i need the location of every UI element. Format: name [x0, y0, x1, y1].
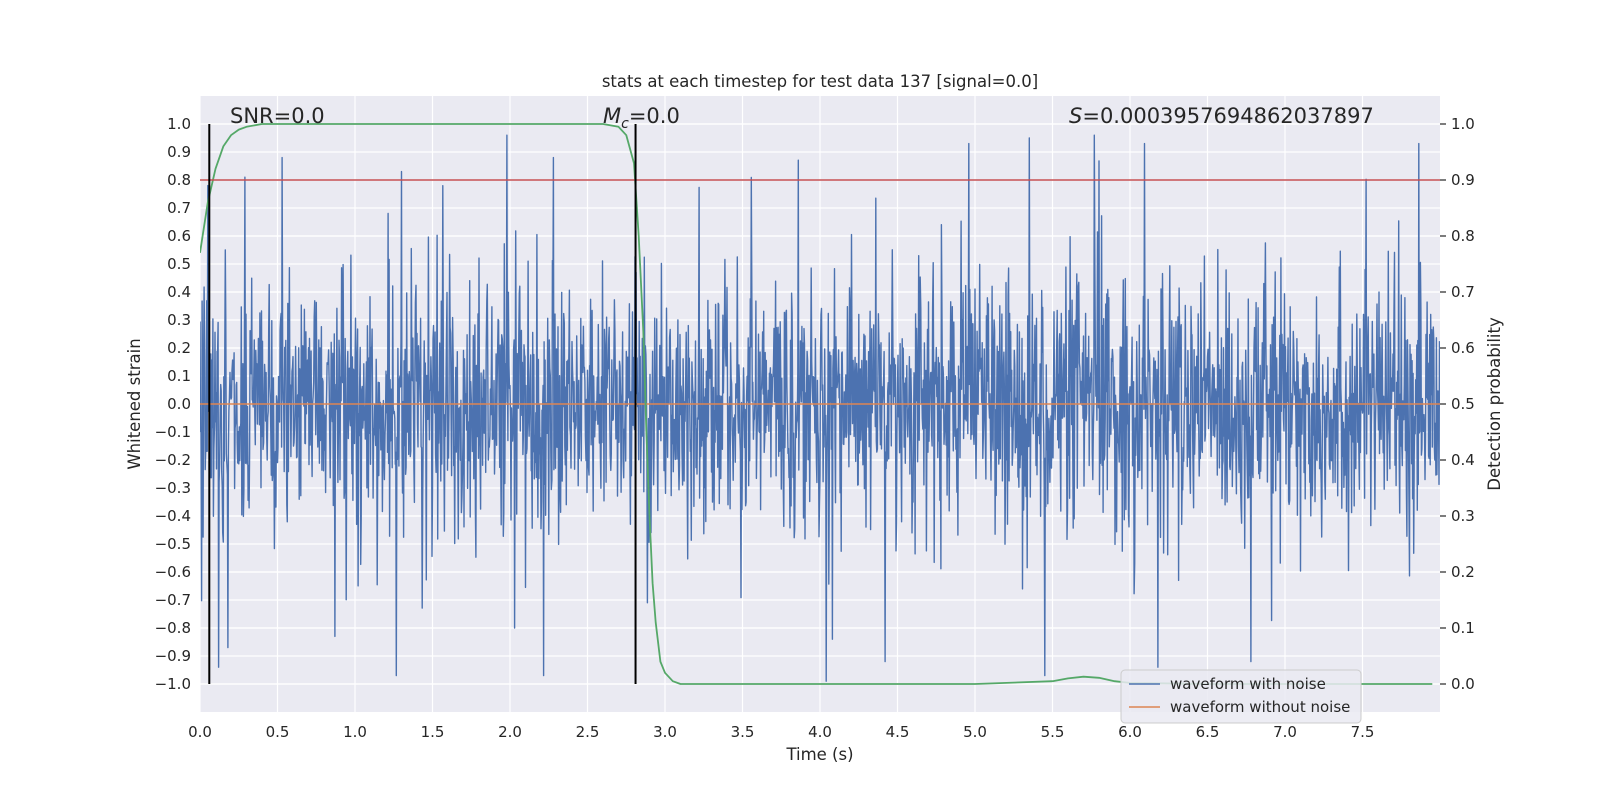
chirp-mass-symbol: M — [603, 104, 621, 128]
noise-trace — [200, 134, 1440, 682]
legend-label-clean: waveform without noise — [1170, 698, 1350, 716]
y-left-tick-label: 0.5 — [167, 255, 191, 273]
legend-box — [1120, 669, 1362, 724]
x-tick-label: 4.5 — [886, 723, 910, 741]
left-y-axis-ticks: 1.0 0.9 0.8 0.7 0.6 0.5 0.4 0.3 0.2 0.1 0.0 −0.1 −0.… — [155, 115, 191, 693]
y-left-tick-label: 0.6 — [167, 227, 191, 245]
y-right-tick-label: 0.2 — [1451, 563, 1475, 581]
chirp-mass-annotation: Mc=0.0 — [603, 104, 680, 132]
y-right-tick-label: 0.0 — [1451, 675, 1475, 693]
x-tick-label: 6.5 — [1196, 723, 1220, 741]
legend: waveform with noise waveform without noi… — [1120, 669, 1362, 724]
x-tick-label: 2.0 — [498, 723, 522, 741]
x-tick-label: 7.5 — [1351, 723, 1375, 741]
y-left-tick-label: −0.8 — [155, 619, 191, 637]
y-right-tick-label: 0.9 — [1451, 171, 1475, 189]
y-left-tick-label: −0.7 — [155, 591, 191, 609]
y-left-tick-label: 0.9 — [167, 143, 191, 161]
y-left-tick-label: −0.6 — [155, 563, 191, 581]
chirp-mass-subscript: c — [621, 116, 629, 132]
probability-trace — [200, 123, 1433, 685]
y-left-tick-label: 0.8 — [167, 171, 191, 189]
y-left-tick-label: 0.1 — [167, 367, 191, 385]
y-left-tick-label: 0.0 — [167, 395, 191, 413]
x-axis-label: Time (s) — [785, 745, 853, 764]
detection-probability-series — [200, 123, 1433, 685]
right-y-axis-ticks: 1.0 0.9 0.8 0.7 0.6 0.5 0.4 0.3 0.2 0.1 0.0 — [1440, 115, 1475, 693]
y-left-tick-label: 0.4 — [167, 283, 191, 301]
x-tick-label: 6.0 — [1118, 723, 1142, 741]
x-tick-label: 0.0 — [188, 723, 212, 741]
x-tick-label: 0.5 — [266, 723, 290, 741]
x-tick-label: 1.5 — [421, 723, 445, 741]
x-tick-label: 2.5 — [576, 723, 600, 741]
left-y-axis-label: Whitened strain — [125, 338, 144, 469]
y-left-tick-label: −0.3 — [155, 479, 191, 497]
s-symbol: S — [1069, 104, 1082, 128]
y-right-tick-label: 0.8 — [1451, 227, 1475, 245]
chirp-mass-value: =0.0 — [629, 104, 680, 128]
x-tick-label: 1.0 — [343, 723, 367, 741]
y-left-tick-label: −0.2 — [155, 451, 191, 469]
y-left-tick-label: −0.9 — [155, 647, 191, 665]
y-left-tick-label: 0.7 — [167, 199, 191, 217]
legend-label-noise: waveform with noise — [1170, 675, 1326, 693]
snr-annotation: SNR=0.0 — [230, 104, 325, 128]
chart-title: stats at each timestep for test data 137… — [602, 72, 1038, 91]
x-tick-label: 3.0 — [653, 723, 677, 741]
y-left-tick-label: 0.2 — [167, 339, 191, 357]
y-right-tick-label: 0.1 — [1451, 619, 1475, 637]
y-right-tick-label: 0.6 — [1451, 339, 1475, 357]
s-annotation: S=0.0003957694862037897 — [1069, 104, 1374, 128]
s-value: =0.0003957694862037897 — [1082, 104, 1374, 128]
y-left-tick-label: −0.5 — [155, 535, 191, 553]
y-left-tick-label: −0.4 — [155, 507, 191, 525]
y-right-tick-label: 1.0 — [1451, 115, 1475, 133]
x-tick-label: 4.0 — [808, 723, 832, 741]
y-right-tick-label: 0.3 — [1451, 507, 1475, 525]
y-left-tick-label: −1.0 — [155, 675, 191, 693]
waveform-with-noise-series — [200, 134, 1440, 682]
x-tick-label: 3.5 — [731, 723, 755, 741]
marker-lines — [208, 124, 637, 684]
x-tick-label: 5.0 — [963, 723, 987, 741]
y-left-tick-label: 1.0 — [167, 115, 191, 133]
x-tick-label: 5.5 — [1041, 723, 1065, 741]
x-axis-ticks: 0.0 0.5 1.0 1.5 2.0 2.5 3.0 3.5 4.0 4.5 5.0 5.5 6.0 6… — [188, 723, 1374, 741]
y-right-tick-label: 0.7 — [1451, 283, 1475, 301]
right-y-axis-label: Detection probability — [1485, 317, 1504, 491]
x-tick-label: 7.0 — [1273, 723, 1297, 741]
y-left-tick-label: 0.3 — [167, 311, 191, 329]
y-right-tick-label: 0.4 — [1451, 451, 1475, 469]
y-right-tick-label: 0.5 — [1451, 395, 1475, 413]
y-left-tick-label: −0.1 — [155, 423, 191, 441]
